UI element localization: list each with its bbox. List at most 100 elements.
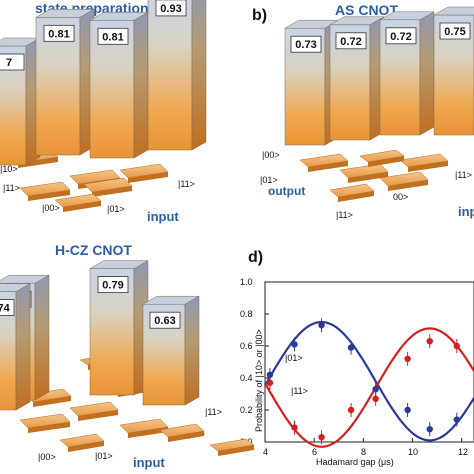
panel-d-point-series-1 (266, 379, 274, 386)
panel-b-ylabel: output (268, 184, 305, 198)
panel-a-xlabel: input (147, 209, 179, 224)
panel-d-xtick-3: 10 (408, 447, 418, 457)
panel-d-xtick-4: 12 (458, 447, 468, 457)
panel-b-row-label-1: |00> (262, 150, 280, 160)
panel-d-xtick-2: 8 (361, 447, 366, 457)
panel-c-floor-tile-side (128, 427, 168, 438)
panel-b-bar-value-label: 0.72 (340, 36, 361, 48)
panel-c-title: H-CZ CNOT (55, 242, 132, 258)
panel-a-col-label-1: |00> (42, 203, 60, 213)
panel-d-plot-frame (264, 281, 474, 443)
panel-b-bar-value-label: 0.73 (295, 39, 316, 51)
panel-d-point-series-0 (266, 371, 274, 378)
panel-a-bar-value-label: 0.81 (48, 28, 69, 40)
panel-c-floor-tile-side (68, 441, 104, 452)
panel-b-bar-value-box (439, 22, 471, 40)
panel-a-bar-value-box (0, 53, 25, 71)
panel-c-bar-side (15, 283, 31, 411)
panel-b-xlabel: inp (458, 204, 474, 219)
panel-c-bar-value-box (0, 299, 15, 317)
panel-b-bar-value-box (335, 32, 367, 50)
panel-b-bar-value-label: 0.72 (390, 31, 411, 43)
panel-b-bar-top (329, 16, 385, 26)
panel-d-fit-curve-01 (264, 320, 474, 442)
panel-a-bar-value-label: 0.81 (102, 31, 123, 43)
panel-c-bar-side (184, 295, 200, 406)
panel-d-point-series-0 (372, 386, 379, 393)
panel-d-letter: d) (248, 249, 263, 266)
panel-d-ytick-1: 0.2 (240, 405, 253, 415)
panel-b-bar-value-box (290, 35, 322, 53)
panel-b-floor-tile-side (348, 172, 388, 183)
panel-d-plot: Probability of |10> or |00> Hadamard gap… (240, 277, 474, 467)
panel-b-letter: b) (252, 7, 267, 24)
panel-b-col-label-1: 00> (393, 192, 408, 202)
panel-d-point-series-1 (318, 434, 325, 441)
panel-c-col-label-1: |00> (38, 452, 56, 462)
panel-c-bar-value-box (97, 276, 129, 294)
panel-c-floor-tile-side (28, 422, 70, 433)
panel-c-bar-top (0, 274, 50, 284)
panel-b-bar-value-box (385, 27, 417, 45)
panel-d-xtick-0: 4 (263, 447, 268, 457)
panel-c-bar-value-label: 0.79 (102, 280, 123, 292)
panel-b-floor-tile-side (388, 180, 428, 191)
panel-c-floor-tile-side (78, 410, 118, 421)
panel-b-title: AS CNOT (335, 2, 398, 18)
panel-b-row-label-2: |01> (260, 175, 278, 185)
panel-c-col-label-2: |01> (95, 451, 113, 461)
panel-b-row-label-3: |11> (336, 210, 353, 220)
panel-d-ytick-2: 0.4 (240, 373, 253, 383)
panel-b-bar-side (419, 11, 435, 136)
panel-d-xlabel: Hadamard gap (μs) (316, 457, 394, 467)
panel-d-ylabel: Probability of |10> or |00> (254, 329, 264, 432)
panel-c-floor-tile-side (218, 445, 254, 456)
panel-a-bar-value-label: 0.93 (160, 3, 181, 15)
panel-a-row-label-1: |10> (0, 164, 18, 174)
panel-a-col-label-2: |01> (107, 204, 125, 214)
scatter-layer (264, 281, 474, 448)
panel-d-point-series-0 (453, 416, 460, 423)
panel-a-bar (147, 0, 193, 151)
panel-d-point-series-1 (372, 395, 379, 402)
panel-a-bar-top (35, 9, 95, 18)
panel-d-point-series-0 (347, 344, 355, 351)
panel-c-bar-value-label: 0.74 (0, 303, 11, 315)
panel-a-floor-tile-side (18, 157, 58, 168)
panel-d-point-series-1 (291, 424, 298, 431)
panel-c-bar-value-label: 0.63 (154, 315, 175, 327)
panel-a-bar-side (191, 0, 207, 151)
panel-a-bar-value-label: 7 (6, 57, 12, 69)
panel-c-row-label-1: |11> (205, 407, 222, 417)
panel-c-floor-tile-side (168, 431, 204, 442)
panel-c-bar-top (142, 295, 200, 305)
panel-d-point-series-0 (404, 406, 411, 414)
panel-d-point-series-1 (453, 342, 460, 350)
bars-3d-layer: 70.810.810.930.730.720.720.750.730.740.7… (0, 0, 474, 456)
panel-c-floor-tile-side (33, 396, 71, 407)
panel-a-bar-value-box (43, 24, 75, 42)
panel-d-ytick-5: 1.0 (240, 277, 253, 287)
panel-a-bar-value-box (155, 0, 187, 17)
panel-d-point-series-1 (404, 355, 411, 362)
panel-a-floor-tile-side (63, 201, 101, 212)
panel-d-fit-curve-11 (264, 327, 474, 448)
panel-c-xlabel: input (133, 455, 165, 470)
panel-b-bar-top (433, 6, 474, 16)
panel-d-ytick-4: 0.8 (240, 309, 253, 319)
panel-a-col-label-3: |11> (178, 179, 195, 189)
panel-b-floor-tile-side (308, 161, 348, 172)
panel-b-floor-tile-side (368, 156, 404, 167)
panel-b-bar-top (379, 11, 435, 21)
panel-a-floor-tile-side (128, 172, 168, 183)
panel-c-bar-value-box (149, 311, 181, 329)
panel-b-col-label-2: |11> (455, 170, 472, 180)
panel-a-floor-tile-side (92, 186, 132, 197)
panel-a-floor-tile-side (28, 190, 70, 201)
panel-d-series-label-11: |11> (291, 386, 308, 396)
panel-d-point-series-0 (426, 426, 433, 433)
panel-d-series-label-01: |01> (285, 353, 303, 363)
panel-c-bar-top (0, 283, 31, 292)
